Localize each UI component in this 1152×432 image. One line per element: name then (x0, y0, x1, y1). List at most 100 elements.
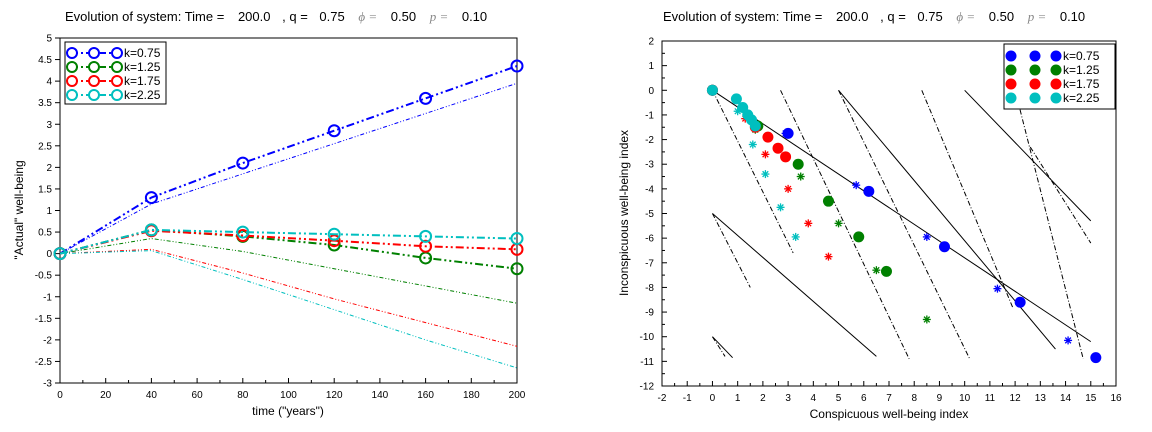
star-stroke (762, 170, 769, 178)
legend-marker (66, 75, 78, 87)
x-tick-label: 200 (509, 390, 526, 401)
star-marker (852, 181, 861, 190)
right-title-prefix: Evolution of system: Time = (663, 9, 822, 24)
legend-marker (88, 47, 100, 59)
legend-marker (88, 75, 100, 87)
data-point-marker (706, 84, 718, 96)
x-tick-label: -1 (683, 393, 692, 404)
left-y-axis-label: "Actual" well-being (12, 160, 26, 259)
y-tick-label: 3 (46, 120, 52, 131)
star-marker (824, 252, 833, 261)
legend-marker (1029, 92, 1041, 104)
reference-line (780, 90, 910, 360)
star-stroke (797, 173, 805, 180)
x-tick-label: 9 (937, 393, 943, 404)
right-chart: Evolution of system: Time = 200.0 , q = … (617, 9, 1122, 421)
right-title-q: 0.75 (917, 9, 942, 24)
x-tick-label: -2 (658, 393, 667, 404)
legend-marker (1005, 50, 1017, 62)
star-marker (804, 219, 813, 228)
reference-line (1029, 146, 1092, 244)
left-legend: k=0.75k=1.25k=1.75k=2.25 (64, 41, 167, 105)
data-point-marker (419, 229, 433, 243)
x-tick-label: 0 (57, 390, 63, 401)
x-tick-label: 140 (372, 390, 389, 401)
y-tick-label: -1.5 (35, 314, 53, 325)
x-tick-label: 2 (760, 393, 766, 404)
data-point-marker (327, 124, 341, 138)
legend-label: k=0.75 (124, 46, 161, 60)
legend-marker (1005, 78, 1017, 90)
data-point-marker (53, 247, 67, 261)
legend-marker (66, 61, 78, 73)
data-point-marker (863, 185, 875, 197)
y-tick-label: 1.5 (38, 184, 52, 195)
y-tick-label: -12 (640, 382, 655, 393)
star-stroke (923, 233, 931, 241)
star-stroke (825, 253, 832, 260)
left-title-p: 0.10 (462, 9, 487, 24)
y-tick-label: -11 (640, 357, 654, 368)
data-point-marker (730, 93, 742, 105)
y-tick-label: 1 (648, 61, 654, 72)
star-stroke (749, 141, 757, 148)
y-tick-label: -6 (645, 234, 654, 245)
x-tick-label: 13 (1035, 393, 1047, 404)
y-tick-label: 2 (46, 163, 52, 174)
star-stroke (873, 266, 880, 274)
x-tick-label: 60 (192, 390, 204, 401)
star-marker (791, 232, 800, 241)
reference-line (711, 90, 794, 254)
star-marker (761, 170, 770, 179)
data-point-marker (782, 127, 794, 139)
x-tick-label: 14 (1060, 393, 1072, 404)
star-stroke (762, 151, 769, 158)
right-x-axis-label: Conspicuous well-being index (810, 407, 969, 421)
star-marker (922, 315, 931, 324)
reference-line (712, 89, 1092, 343)
reference-line (838, 90, 971, 360)
y-tick-label: -8 (645, 283, 654, 294)
y-tick-label: 5 (46, 34, 52, 45)
right-title-time: 200.0 (836, 9, 869, 24)
y-tick-label: 0 (46, 249, 52, 260)
data-point-marker (144, 191, 158, 205)
x-tick-label: 3 (785, 393, 791, 404)
left-x-axis-label: time ("years") (252, 404, 324, 418)
y-tick-label: 0.5 (38, 228, 52, 239)
left-title-prefix: Evolution of system: Time = (65, 9, 224, 24)
reference-line (964, 89, 1092, 222)
legend-label: k=1.25 (124, 60, 161, 74)
star-stroke (777, 204, 784, 211)
star-marker (872, 266, 881, 275)
data-point-marker (1014, 296, 1026, 308)
data-point-marker (853, 231, 865, 243)
data-point-marker (510, 232, 524, 246)
series-line (59, 228, 518, 270)
star-marker (1064, 336, 1073, 345)
x-tick-label: 180 (463, 390, 480, 401)
y-tick-label: 0 (648, 86, 654, 97)
star-marker (834, 219, 843, 228)
right-title-phi: 0.50 (989, 9, 1014, 24)
star-marker (796, 172, 805, 181)
star-stroke (923, 316, 931, 323)
star-marker (922, 232, 931, 241)
y-tick-label: -5 (645, 209, 654, 220)
y-tick-label: -4 (645, 184, 654, 195)
star-stroke (994, 285, 1001, 292)
companion-line (59, 82, 518, 255)
y-tick-label: -1 (43, 292, 52, 303)
y-tick-label: 4.5 (38, 55, 52, 66)
legend-marker (111, 47, 123, 59)
y-tick-label: -2.5 (35, 357, 53, 368)
companion-line (59, 250, 518, 369)
y-tick-label: 3.5 (38, 98, 52, 109)
left-title-time: 200.0 (238, 9, 271, 24)
reference-line (1014, 90, 1084, 360)
right-title-q-label: , q = (880, 9, 906, 24)
reference-line (712, 336, 726, 357)
data-point-marker (762, 131, 774, 143)
star-stroke (835, 220, 842, 227)
